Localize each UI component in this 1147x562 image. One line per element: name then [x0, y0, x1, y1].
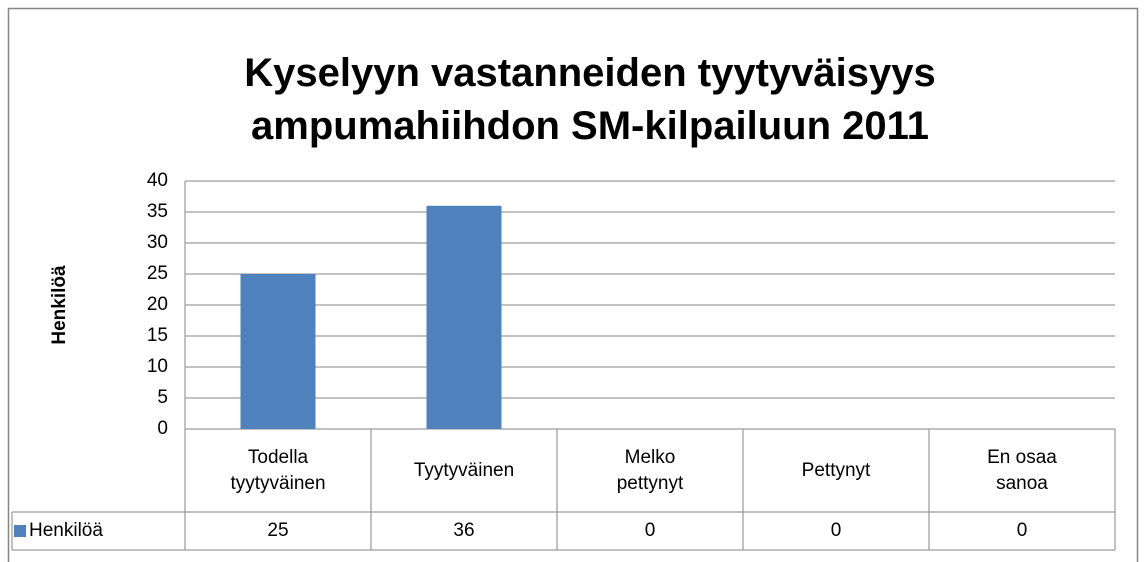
- y-tick-label: 25: [146, 263, 168, 284]
- x-tick-label: En osaa sanoa: [987, 446, 1057, 494]
- y-tick-label: 35: [146, 201, 168, 222]
- y-axis-label: Henkilöä: [49, 265, 70, 345]
- y-tick-label: 0: [157, 418, 168, 439]
- data-table-value: 25: [267, 520, 289, 541]
- data-table-value: 0: [830, 520, 842, 541]
- y-tick-label: 15: [146, 325, 168, 346]
- legend-swatch: [14, 525, 26, 537]
- y-tick-label: 30: [146, 232, 168, 253]
- bar: [426, 205, 502, 429]
- data-table-value: 36: [453, 520, 475, 541]
- data-table-value: 0: [1016, 520, 1028, 541]
- chart-border: [7, 7, 1139, 562]
- data-table-value: 0: [644, 520, 656, 541]
- x-tick-label: Todella tyytyväinen: [230, 446, 326, 494]
- legend: Henkilöä: [14, 514, 103, 548]
- y-tick-label: 10: [146, 356, 168, 377]
- chart-title: Kyselyyn vastanneiden tyytyväisyys ampum…: [244, 51, 936, 148]
- bar: [240, 274, 316, 429]
- y-tick-label: 20: [146, 294, 168, 315]
- legend-label: Henkilöä: [29, 520, 103, 541]
- y-tick-label: 5: [157, 387, 168, 408]
- x-tick-label: Tyytyväinen: [413, 459, 515, 481]
- x-tick-label: Melko pettynyt: [616, 446, 684, 494]
- y-tick-label: 40: [146, 170, 168, 191]
- x-tick-label: Pettynyt: [801, 459, 871, 481]
